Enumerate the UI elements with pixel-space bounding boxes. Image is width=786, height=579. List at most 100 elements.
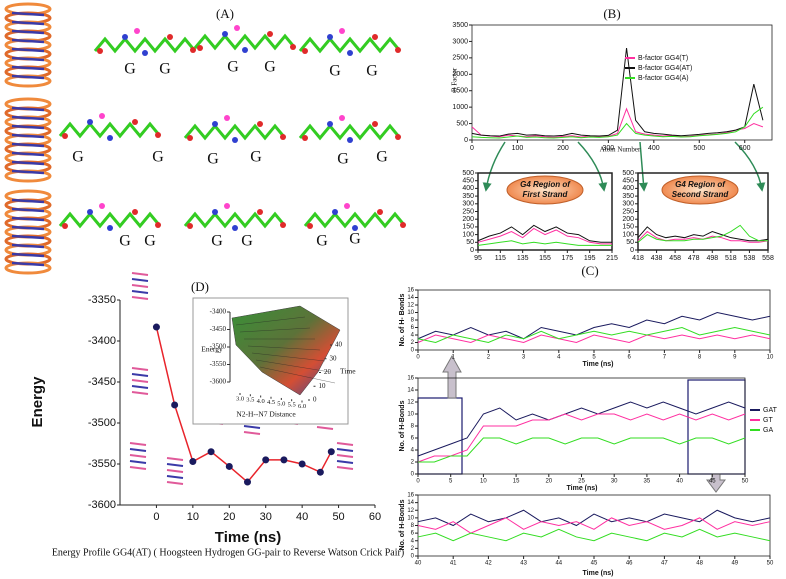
x-tick-label: 25 — [578, 479, 585, 485]
x-tick-label: 3.5 — [246, 397, 254, 404]
y-tick-label: -3350 — [88, 294, 116, 306]
dna-thumb — [129, 448, 147, 452]
dna-thumb — [336, 448, 354, 452]
legend-label: GAT — [763, 407, 778, 414]
y-tick-label: 300 — [462, 201, 474, 208]
x-tick-label: 4 — [557, 355, 561, 361]
atom — [302, 48, 308, 54]
y-tick-label: 100 — [622, 231, 634, 238]
atom — [332, 209, 338, 215]
y-tick-label: 8 — [411, 523, 415, 529]
y-tick-label: -3400 — [88, 335, 116, 347]
connector — [638, 141, 648, 192]
callout — [506, 175, 584, 205]
dna-thumb — [166, 457, 184, 461]
atom — [280, 222, 286, 228]
helix-base — [11, 38, 45, 44]
y-tick-label: 350 — [622, 193, 634, 200]
panel-label: (C) — [581, 263, 598, 278]
atom — [187, 135, 193, 141]
y-tick-label: 0 — [470, 247, 474, 254]
helix-base — [11, 225, 45, 231]
helix-base — [11, 74, 45, 80]
atom — [267, 31, 273, 37]
atom — [87, 209, 93, 215]
y-tick-label: 350 — [462, 193, 474, 200]
x-tick-label: 0 — [153, 511, 159, 523]
x-tick-label: 48 — [696, 561, 703, 567]
atom — [234, 25, 240, 31]
y-tick-label: 4 — [411, 538, 415, 544]
x-tick-label: 20 — [223, 511, 235, 523]
x-tick-label: 8 — [698, 355, 702, 361]
x-tick-label: 50 — [332, 511, 344, 523]
y-tick-label: 2500 — [452, 55, 468, 62]
x-axis-label: N2-H--N7 Distance — [236, 410, 296, 419]
dna-thumb — [166, 463, 184, 467]
y-tick-label: 16 — [407, 376, 414, 382]
atom — [132, 119, 138, 125]
series-line — [417, 326, 771, 344]
atom — [395, 47, 401, 53]
helix-base — [11, 124, 45, 130]
atom — [232, 137, 238, 143]
panel-label: (A) — [216, 6, 234, 21]
base-label: G — [316, 233, 328, 250]
panel-label: (D) — [191, 279, 209, 294]
y-tick-label: 4 — [411, 448, 415, 454]
legend-label: B-factor GG4(T) — [638, 55, 688, 62]
helix-base — [11, 160, 45, 166]
x-tick-label: 50 — [742, 479, 749, 485]
surface-mesh — [251, 352, 326, 362]
molecule-bond — [193, 33, 297, 51]
base-label: G — [207, 151, 219, 168]
point — [152, 323, 160, 331]
x-tick-label: 4.0 — [257, 398, 265, 405]
x-tick-label: 6.0 — [298, 403, 306, 410]
x-tick-label: 44 — [555, 561, 562, 567]
y-axis-label: No. of H-Bonds — [399, 400, 406, 451]
y-tick-label: -3600 — [88, 499, 116, 511]
y-tick-label: 10 — [407, 310, 414, 316]
x-tick-label: 30 — [260, 511, 272, 523]
x-tick-label: 6 — [628, 355, 632, 361]
helix-base — [11, 243, 45, 249]
connector — [482, 141, 506, 192]
y-tick-label: 4 — [411, 333, 415, 339]
y-tick-label: -3500 — [88, 417, 116, 429]
x-tick-label: 42 — [485, 561, 492, 567]
y-tick-label: 14 — [407, 500, 414, 506]
series-line — [417, 413, 746, 463]
x-tick-label: 498 — [706, 255, 718, 262]
caption: Energy Profile GG4(AT) ( Hoogsteen Hydro… — [52, 547, 404, 558]
y-tick-label: 16 — [407, 493, 414, 499]
atom — [97, 48, 103, 54]
x-tick-label: 400 — [648, 145, 660, 152]
dna-thumb — [336, 466, 354, 470]
x-tick-label: 45 — [709, 479, 716, 485]
connector — [734, 141, 766, 192]
x-tick-label: 40 — [296, 511, 308, 523]
point — [262, 456, 270, 464]
atom — [197, 45, 203, 51]
base-label: G — [211, 233, 223, 250]
y-tick-label: 3500 — [452, 22, 468, 29]
point — [189, 458, 197, 466]
base-label: G — [264, 59, 276, 76]
atom — [347, 50, 353, 56]
atom — [290, 44, 296, 50]
atom — [372, 34, 378, 40]
atom — [155, 222, 161, 228]
point — [225, 462, 233, 470]
x-axis-label: Atom Number — [600, 146, 641, 154]
y-tick-label: 16 — [407, 288, 414, 294]
y-tick-label: 0 — [411, 348, 415, 354]
atom — [132, 209, 138, 215]
dna-thumb — [336, 454, 354, 458]
y-tick-label: 10 — [407, 515, 414, 521]
y-tick-label: 8 — [411, 318, 415, 324]
point — [316, 468, 324, 476]
y-tick-label: 1500 — [452, 88, 468, 95]
x-tick-label: 438 — [651, 255, 663, 262]
y-tick-label: 50 — [626, 239, 634, 246]
